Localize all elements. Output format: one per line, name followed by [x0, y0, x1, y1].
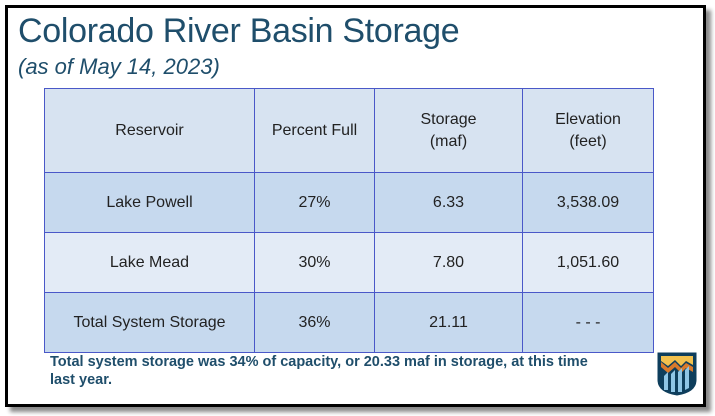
- slide: Colorado River Basin Storage (as of May …: [5, 5, 706, 407]
- table-row: Total System Storage 36% 21.11 - - -: [44, 292, 654, 353]
- storage-table: Reservoir Percent Full Storage (maf) Ele…: [44, 88, 654, 353]
- table-row: Lake Mead 30% 7.80 1,051.60: [44, 232, 654, 293]
- cell-percent-full: 30%: [254, 232, 375, 293]
- cell-percent-full: 36%: [254, 292, 375, 353]
- cell-elevation: 3,538.09: [522, 172, 654, 233]
- footnote: Total system storage was 34% of capacity…: [50, 354, 588, 388]
- cell-reservoir: Lake Mead: [44, 232, 255, 293]
- cell-percent-full: 27%: [254, 172, 375, 233]
- cell-elevation: - - -: [522, 292, 654, 353]
- slide-title: Colorado River Basin Storage: [18, 12, 460, 50]
- slide-subtitle: (as of May 14, 2023): [18, 54, 220, 79]
- cell-storage: 21.11: [374, 292, 523, 353]
- cell-reservoir: Total System Storage: [44, 292, 255, 353]
- cell-storage: 7.80: [374, 232, 523, 293]
- header-elevation: Elevation (feet): [522, 88, 654, 173]
- table-header-row: Reservoir Percent Full Storage (maf) Ele…: [44, 88, 654, 173]
- header-percent-full: Percent Full: [254, 88, 375, 173]
- table-row: Lake Powell 27% 6.33 3,538.09: [44, 172, 654, 233]
- header-storage: Storage (maf): [374, 88, 523, 173]
- header-reservoir: Reservoir: [44, 88, 255, 173]
- cell-elevation: 1,051.60: [522, 232, 654, 293]
- bureau-of-reclamation-logo-icon: [657, 352, 697, 396]
- cell-storage: 6.33: [374, 172, 523, 233]
- cell-reservoir: Lake Powell: [44, 172, 255, 233]
